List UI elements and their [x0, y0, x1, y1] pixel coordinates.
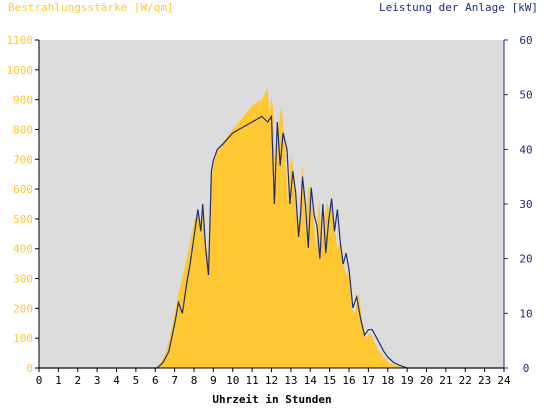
x-tick-label: 16 [342, 374, 355, 387]
x-tick-label: 0 [36, 374, 43, 387]
y-left-tick-label: 400 [13, 243, 33, 256]
x-tick-label: 2 [74, 374, 81, 387]
y-left-tick-label: 1000 [7, 64, 34, 77]
y-left-tick-label: 100 [13, 332, 33, 345]
left-axis-title: Bestrahlungsstärke [W/qm] [8, 1, 174, 14]
x-tick-label: 7 [171, 374, 178, 387]
y-left-tick-label: 800 [13, 123, 33, 136]
x-tick-label: 11 [246, 374, 259, 387]
y-left-tick-label: 0 [26, 362, 33, 375]
x-tick-label: 4 [113, 374, 120, 387]
x-tick-label: 9 [210, 374, 217, 387]
irradiance-area [39, 87, 504, 368]
y-right-tick-label: 20 [519, 253, 532, 266]
x-tick-label: 13 [284, 374, 297, 387]
y-left-tick-label: 700 [13, 153, 33, 166]
y-left-tick-label: 200 [13, 302, 33, 315]
right-axis-title: Leistung der Anlage [kW] [379, 1, 538, 14]
x-tick-label: 12 [265, 374, 278, 387]
x-tick-label: 15 [323, 374, 336, 387]
y-right-tick-label: 0 [523, 362, 530, 375]
series-layer [39, 87, 504, 369]
y-right-tick-label: 60 [519, 34, 532, 47]
x-tick-label: 3 [94, 374, 101, 387]
x-tick-label: 20 [420, 374, 433, 387]
x-tick-label: 8 [191, 374, 198, 387]
x-tick-label: 17 [362, 374, 375, 387]
y-left-tick-label: 600 [13, 183, 33, 196]
x-tick-label: 19 [401, 374, 414, 387]
x-tick-label: 5 [133, 374, 140, 387]
y-right-tick-label: 10 [519, 307, 532, 320]
x-tick-label: 24 [497, 374, 511, 387]
y-right-tick-label: 50 [519, 89, 532, 102]
y-left-tick-label: 900 [13, 94, 33, 107]
x-tick-label: 10 [226, 374, 239, 387]
x-tick-label: 18 [381, 374, 394, 387]
y-left-tick-label: 300 [13, 273, 33, 286]
x-axis-title: Uhrzeit in Stunden [212, 393, 332, 406]
x-tick-label: 14 [304, 374, 318, 387]
x-tick-label: 21 [439, 374, 452, 387]
ticks-layer: 0 1 2 3 4 5 6 7 8 9 10 11 12 13 14 15 16 17 18 19 20 21 22 23 24… [7, 34, 533, 387]
x-tick-label: 1 [55, 374, 62, 387]
y-left-tick-label: 1100 [7, 34, 34, 47]
x-tick-label: 6 [152, 374, 159, 387]
x-tick-label: 22 [459, 374, 472, 387]
y-left-tick-label: 500 [13, 213, 33, 226]
y-right-tick-label: 40 [519, 143, 532, 156]
power-line [39, 114, 504, 369]
y-right-tick-label: 30 [519, 198, 532, 211]
x-tick-label: 23 [478, 374, 491, 387]
